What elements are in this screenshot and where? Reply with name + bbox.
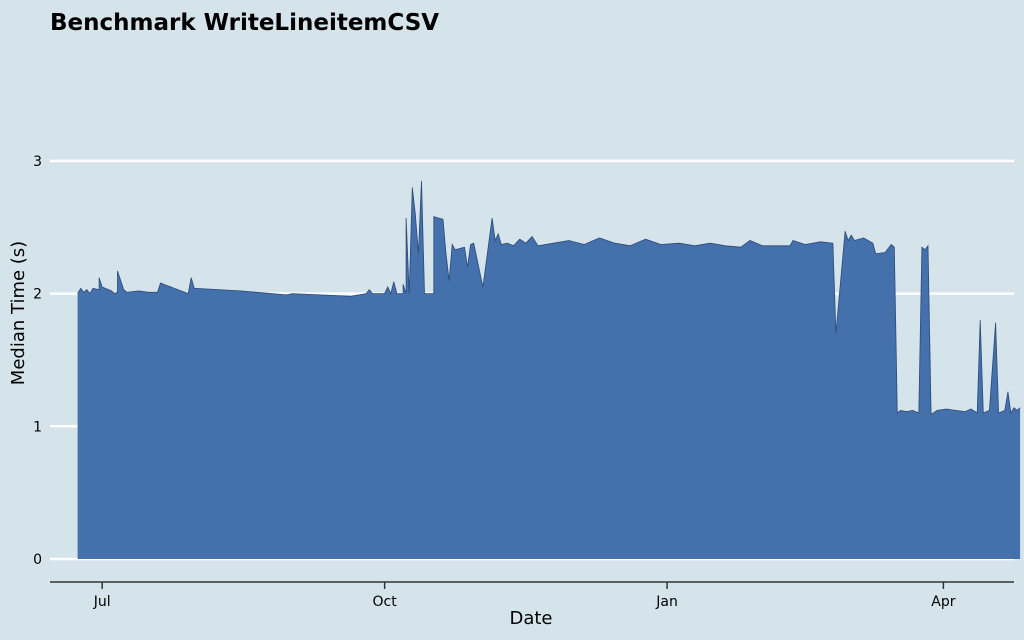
y-tick-label-2: 2 [33,287,42,303]
x-axis-label: Date [509,608,552,629]
x-tick-label-oct: Oct [373,594,398,610]
series-area-0 [77,180,1021,560]
x-tick-label-apr: Apr [931,594,955,610]
y-axis-label: Median Time (s) [8,241,29,385]
series-layer [77,180,1021,560]
y-tick-labels: 0 1 2 3 [33,154,42,568]
y-tick-label-3: 3 [33,154,42,170]
y-tick-label-0: 0 [33,552,42,568]
y-tick-label-1: 1 [33,419,42,435]
x-tick-label-jul: Jul [93,594,111,610]
x-tick-label-jan: Jan [655,594,678,610]
x-axis: Jul Oct Jan Apr [50,581,1014,610]
series-line-0 [77,180,1021,416]
chart-title: Benchmark WriteLineitemCSV [50,10,439,36]
